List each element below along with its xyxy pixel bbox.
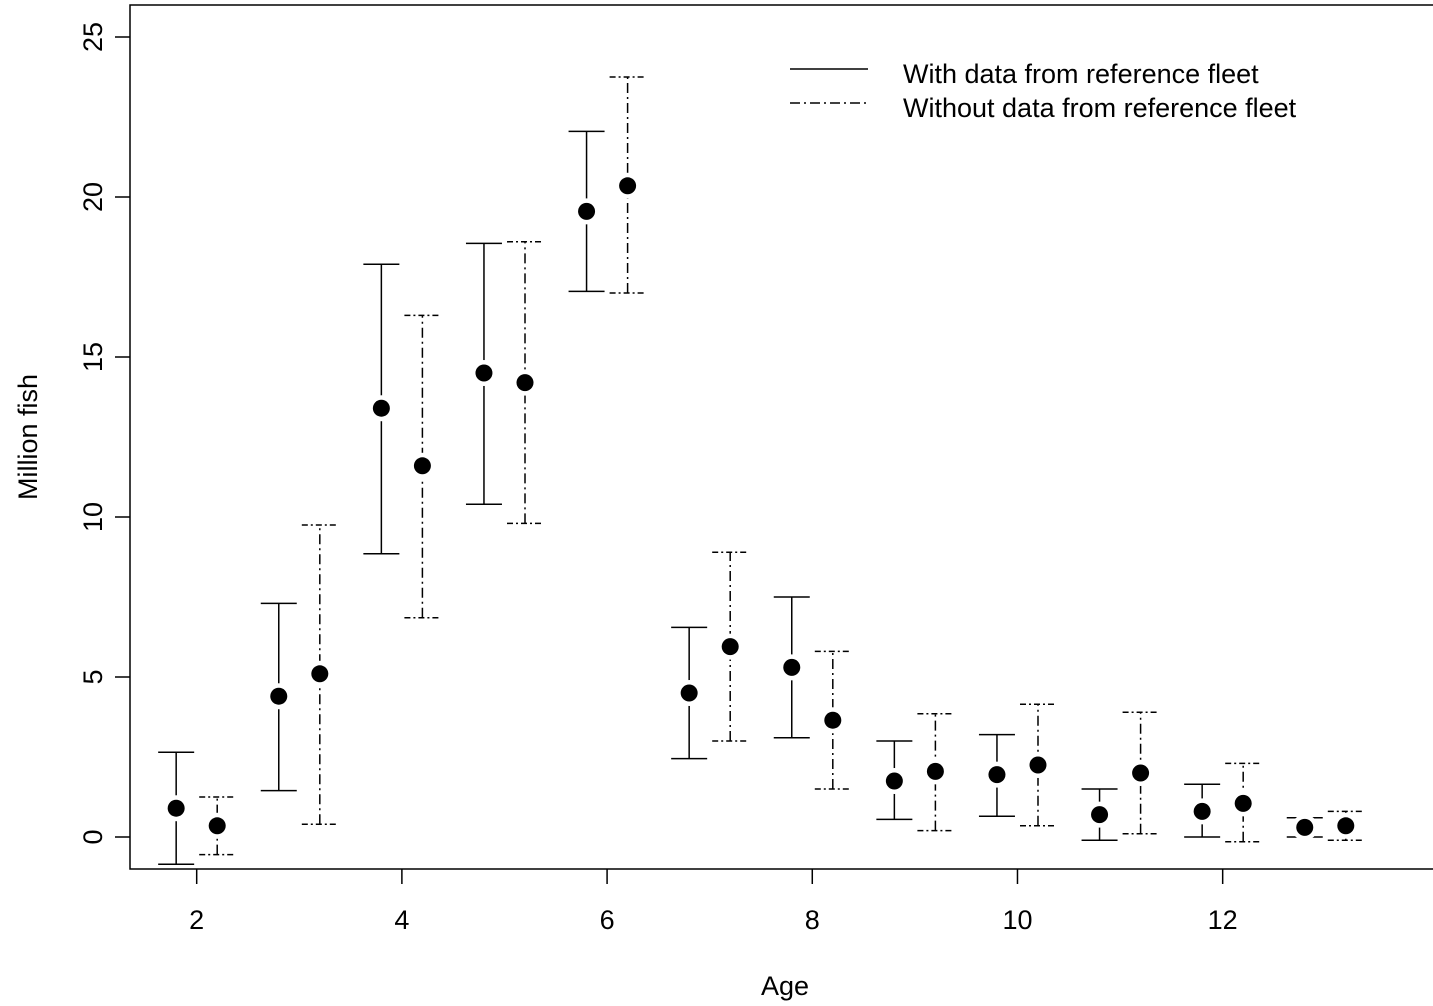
data-point-without-reference xyxy=(1234,794,1252,812)
data-point-with-reference xyxy=(475,364,493,382)
y-tick-label: 10 xyxy=(78,502,108,532)
data-point-without-reference xyxy=(413,457,431,475)
legend-label-without-reference: Without data from reference fleet xyxy=(903,93,1297,123)
x-tick-label: 2 xyxy=(189,905,204,935)
data-point-without-reference xyxy=(1029,756,1047,774)
data-point-with-reference xyxy=(783,658,801,676)
x-tick-label: 4 xyxy=(394,905,409,935)
axes-layer: 2 4 6 8 10 12 0 5 10 15 20 25 xyxy=(78,4,1433,935)
data-layer xyxy=(158,76,1364,865)
data-point-with-reference xyxy=(1091,806,1109,824)
legend: With data from reference fleet Without d… xyxy=(790,59,1297,123)
data-point-with-reference xyxy=(1193,802,1211,820)
data-point-with-reference xyxy=(680,684,698,702)
data-point-with-reference xyxy=(372,399,390,417)
data-point-without-reference xyxy=(619,177,637,195)
y-tick-label: 20 xyxy=(78,182,108,212)
y-tick-label: 0 xyxy=(78,829,108,844)
data-point-with-reference xyxy=(270,687,288,705)
data-point-without-reference xyxy=(311,665,329,683)
y-tick-label: 5 xyxy=(78,669,108,684)
data-point-with-reference xyxy=(988,766,1006,784)
x-tick-label: 8 xyxy=(805,905,820,935)
data-point-with-reference xyxy=(167,799,185,817)
x-tick-label: 12 xyxy=(1208,905,1238,935)
data-point-without-reference xyxy=(721,638,739,656)
data-point-without-reference xyxy=(926,762,944,780)
x-tick-label: 6 xyxy=(600,905,615,935)
data-point-with-reference xyxy=(885,772,903,790)
data-point-without-reference xyxy=(824,711,842,729)
plot-frame xyxy=(129,4,1433,870)
y-axis-label: Million fish xyxy=(13,374,43,500)
y-tick-label: 25 xyxy=(78,22,108,52)
data-point-without-reference xyxy=(516,374,534,392)
data-point-without-reference xyxy=(1337,817,1355,835)
x-tick-label: 10 xyxy=(1002,905,1032,935)
data-point-without-reference xyxy=(1132,764,1150,782)
data-point-with-reference xyxy=(578,202,596,220)
y-tick-label: 15 xyxy=(78,342,108,372)
data-point-without-reference xyxy=(208,817,226,835)
data-point-with-reference xyxy=(1296,818,1314,836)
x-axis-label: Age xyxy=(761,971,809,1001)
legend-label-with-reference: With data from reference fleet xyxy=(903,59,1259,89)
